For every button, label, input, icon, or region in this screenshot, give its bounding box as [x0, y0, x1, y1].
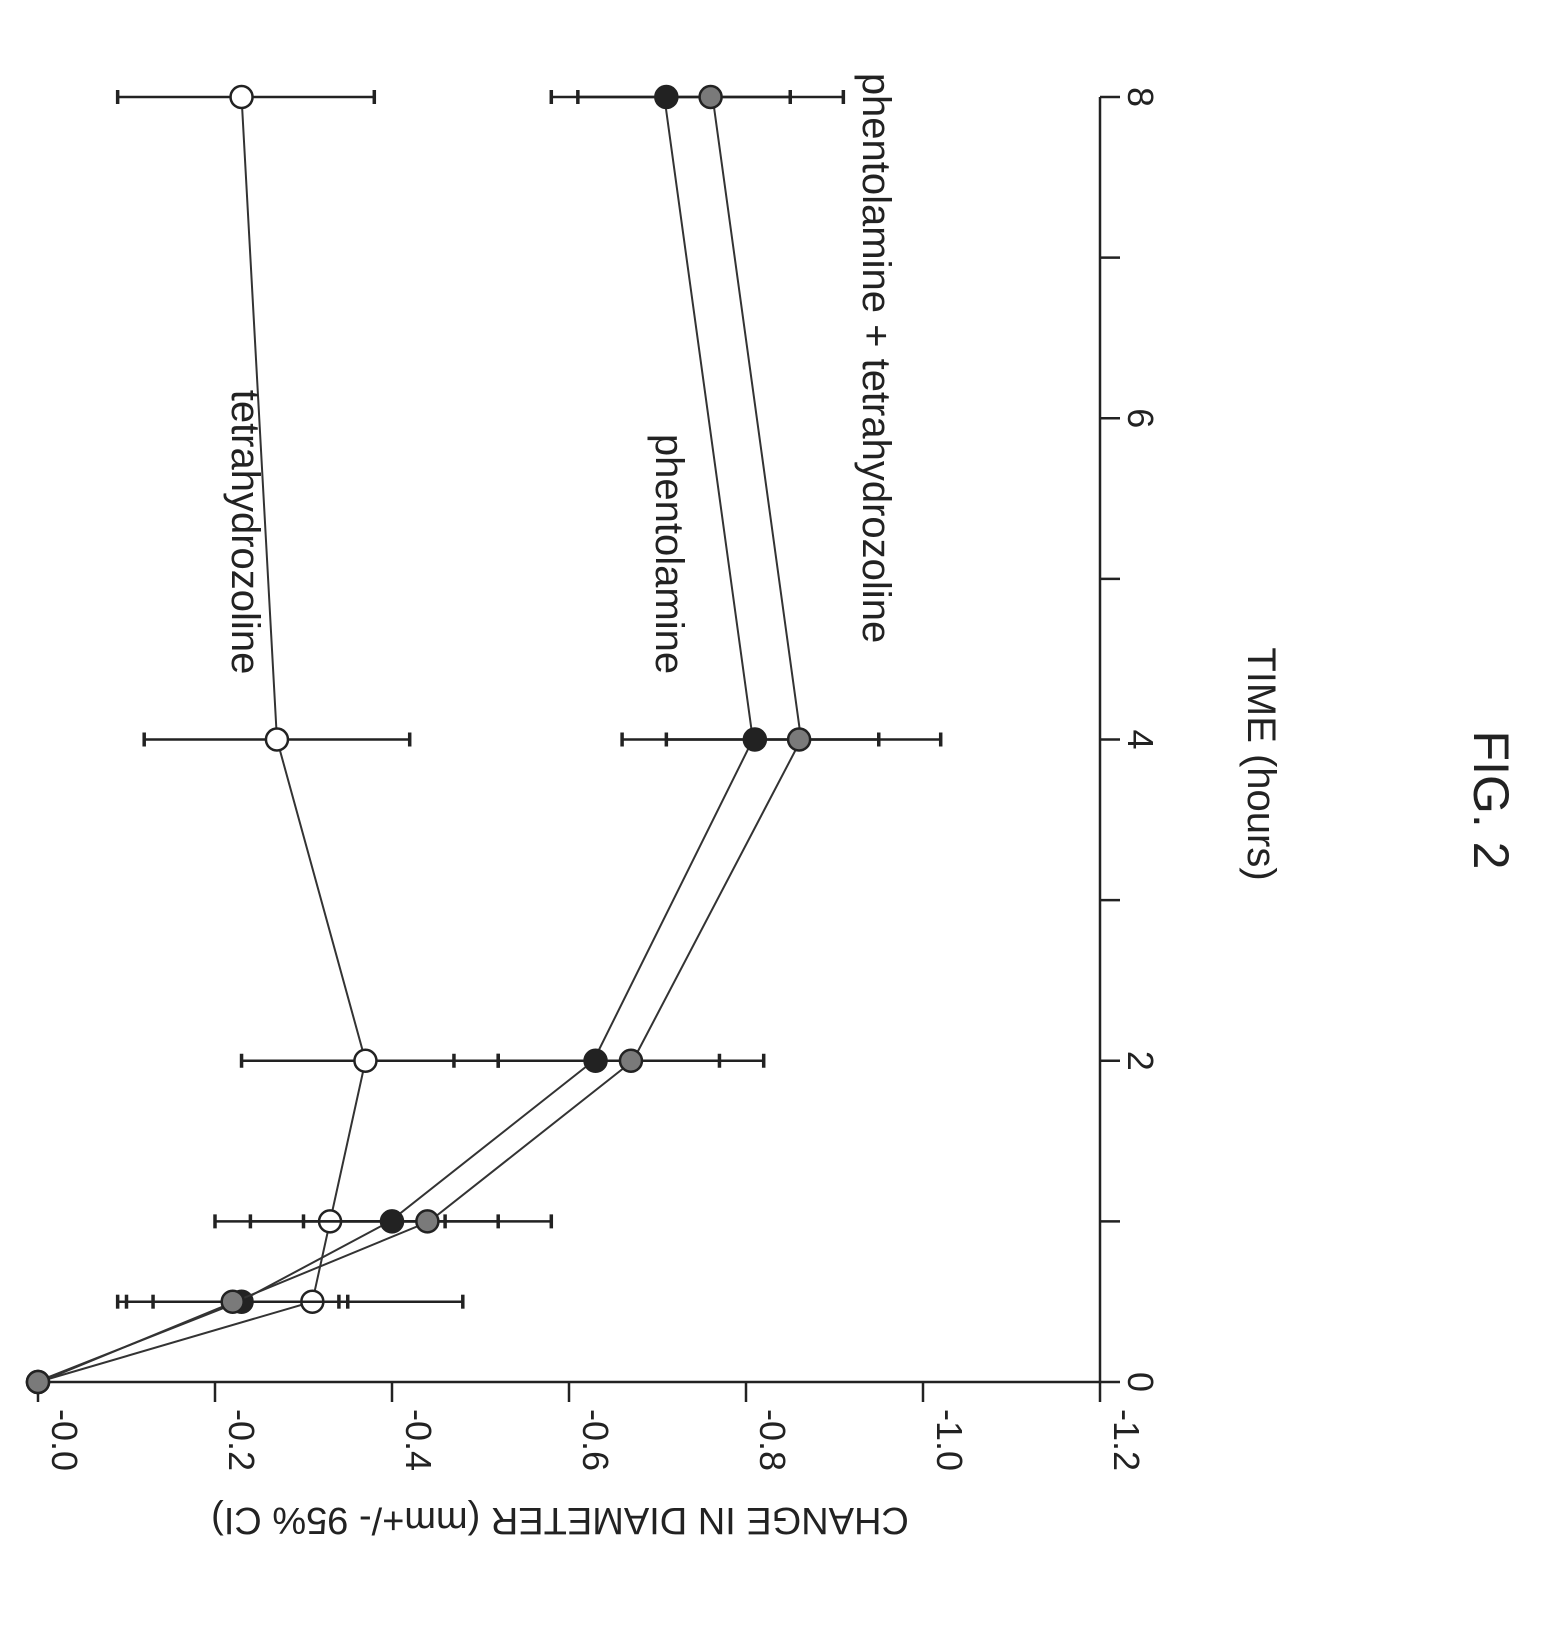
- x-axis-label: TIME (hours): [1239, 647, 1283, 880]
- data-point: [229, 84, 254, 110]
- y-axis-label: CHANGE IN DIAMETER (mm+/- 95% CI): [211, 1499, 909, 1541]
- figure-label: FIG. 2: [1463, 731, 1519, 870]
- x-tick-label: 6: [1120, 408, 1161, 428]
- series-label-phentolamine-tetrahydrozoline: phentolamine + tetrahydrozoline: [854, 73, 898, 643]
- x-tick-label: 4: [1120, 729, 1161, 749]
- data-point: [786, 727, 812, 752]
- series-label-tetrahydrozoline: tetrahydrozoline: [223, 390, 267, 675]
- data-point: [25, 1369, 51, 1395]
- y-tick-label: -0.2: [221, 1409, 262, 1471]
- series-line: [35, 96, 754, 1383]
- x-ticks: 0 2 4 6 8: [1100, 87, 1161, 1392]
- x-tick-label: 0: [1120, 1372, 1161, 1392]
- series-label-phentolamine: phentolamine: [647, 434, 691, 674]
- y-tick-label: -0.8: [752, 1409, 793, 1471]
- data-point: [220, 1289, 245, 1314]
- data-point: [353, 1048, 378, 1073]
- series-layer: [25, 84, 943, 1395]
- y-tick-label: -0.6: [575, 1409, 616, 1471]
- y-ticks: -0.0 -0.2 -0.4 -0.6 -0.8 -1.0 -1.2: [36, 1382, 1147, 1471]
- data-point: [698, 84, 723, 110]
- series-line: [39, 96, 803, 1383]
- y-tick-label: -0.0: [44, 1409, 85, 1471]
- series-0: [25, 84, 500, 1395]
- series-2: [25, 84, 943, 1395]
- data-point: [415, 1209, 440, 1234]
- data-point: [264, 727, 290, 752]
- x-tick-label: 2: [1120, 1051, 1161, 1071]
- series-line: [37, 96, 367, 1383]
- y-tick-label: -1.0: [929, 1409, 970, 1471]
- data-point: [618, 1048, 644, 1073]
- y-tick-label: -0.4: [398, 1409, 439, 1471]
- plot-area: -0.0 -0.2 -0.4 -0.6 -0.8 -1.0 -1.2 0 2 4 6 8: [25, 84, 1161, 1471]
- x-tick-label: 8: [1120, 87, 1161, 107]
- y-tick-label: -1.2: [1106, 1409, 1147, 1471]
